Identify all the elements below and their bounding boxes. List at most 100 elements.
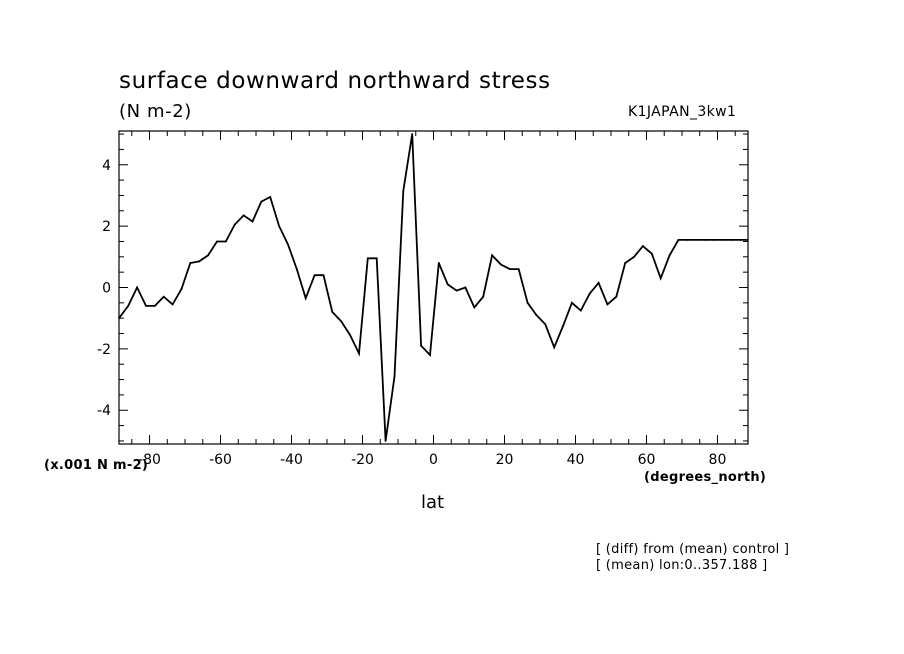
chart-units: (N m-2) <box>119 101 192 122</box>
x-units-label: (degrees_north) <box>644 470 767 485</box>
data-point <box>437 262 440 264</box>
data-point <box>162 295 165 298</box>
data-point <box>304 297 307 300</box>
data-point <box>171 303 174 306</box>
data-point <box>429 354 431 356</box>
data-point <box>650 252 653 255</box>
data-point <box>473 306 476 309</box>
data-point <box>313 274 316 277</box>
tick-marks <box>119 131 748 444</box>
data-point <box>500 263 502 266</box>
data-point <box>287 243 289 246</box>
data-point <box>730 239 733 241</box>
data-point <box>216 240 218 243</box>
run-label: K1JAPAN_3kw1 <box>628 104 737 120</box>
data-point <box>207 254 209 257</box>
data-point <box>588 292 591 295</box>
data-point <box>180 288 183 290</box>
data-point <box>677 239 680 241</box>
data-point <box>251 220 254 223</box>
data-point <box>331 311 334 313</box>
data-point <box>624 262 627 264</box>
plot-frame <box>118 130 749 445</box>
chart-title: surface downward northward stress <box>119 68 551 94</box>
data-point <box>686 239 689 241</box>
y-tick-label: 0 <box>102 281 111 297</box>
data-point <box>198 260 201 263</box>
data-point <box>615 295 618 298</box>
data-point <box>739 239 742 241</box>
y-tick-label: 4 <box>102 158 111 174</box>
data-point <box>118 317 120 320</box>
data-point <box>544 323 547 326</box>
data-point <box>562 324 564 327</box>
series-line-0 <box>118 133 748 442</box>
y-tick-label: -4 <box>97 403 111 419</box>
x-axis-label: lat <box>421 492 445 513</box>
data-point <box>491 254 493 257</box>
x-tick-label: 60 <box>638 452 656 468</box>
y-tick-label: -2 <box>97 342 111 358</box>
data-point <box>375 257 378 260</box>
data-point <box>189 262 192 264</box>
data-point <box>579 309 582 312</box>
x-tick-label: -80 <box>138 452 161 468</box>
data-point <box>322 274 325 277</box>
data-point <box>606 303 609 306</box>
data-point <box>482 295 485 298</box>
data-point <box>136 286 139 289</box>
data-point <box>571 301 573 304</box>
data-point <box>295 268 298 270</box>
x-tick-label: 0 <box>429 452 438 468</box>
data-point <box>597 281 600 284</box>
data-point <box>446 283 449 286</box>
data-point <box>535 314 538 317</box>
x-tick-label: 40 <box>567 452 585 468</box>
data-point <box>747 239 749 241</box>
series-group <box>118 133 749 442</box>
data-point <box>659 277 662 280</box>
data-point <box>340 320 343 323</box>
note-mean: [ (mean) lon:0..357.188 ] <box>596 558 768 573</box>
data-point <box>721 239 724 241</box>
x-tick-label: -60 <box>209 452 232 468</box>
note-diff: [ (diff) from (mean) control ] <box>596 542 790 557</box>
data-point <box>464 286 467 289</box>
data-point <box>713 239 715 241</box>
data-point <box>127 305 130 307</box>
data-point <box>526 301 529 304</box>
y-scale-label: (x.001 N m-2) <box>44 458 149 473</box>
data-point <box>553 346 556 349</box>
data-point <box>224 240 227 243</box>
data-point <box>269 196 272 198</box>
data-point <box>695 239 698 241</box>
data-point <box>508 268 511 270</box>
data-point <box>349 334 351 336</box>
x-tick-label: 80 <box>709 452 727 468</box>
y-tick-label: 2 <box>102 219 111 235</box>
data-point <box>260 200 263 203</box>
data-point <box>366 257 369 260</box>
data-point <box>517 268 520 270</box>
data-point <box>233 223 236 226</box>
data-point <box>704 239 706 241</box>
data-point <box>145 305 147 307</box>
x-tick-label: 20 <box>496 452 514 468</box>
data-point <box>402 189 405 192</box>
data-point <box>642 245 644 247</box>
data-point <box>384 440 387 442</box>
data-point <box>393 375 396 378</box>
data-point <box>668 254 671 257</box>
data-point <box>455 289 458 292</box>
data-point <box>153 305 156 307</box>
data-point <box>633 255 635 258</box>
data-point <box>278 225 280 228</box>
data-point <box>411 133 414 135</box>
data-point <box>358 352 360 355</box>
x-tick-label: -20 <box>351 452 374 468</box>
x-tick-label: -40 <box>280 452 303 468</box>
data-point <box>420 344 422 347</box>
data-point <box>242 214 245 217</box>
